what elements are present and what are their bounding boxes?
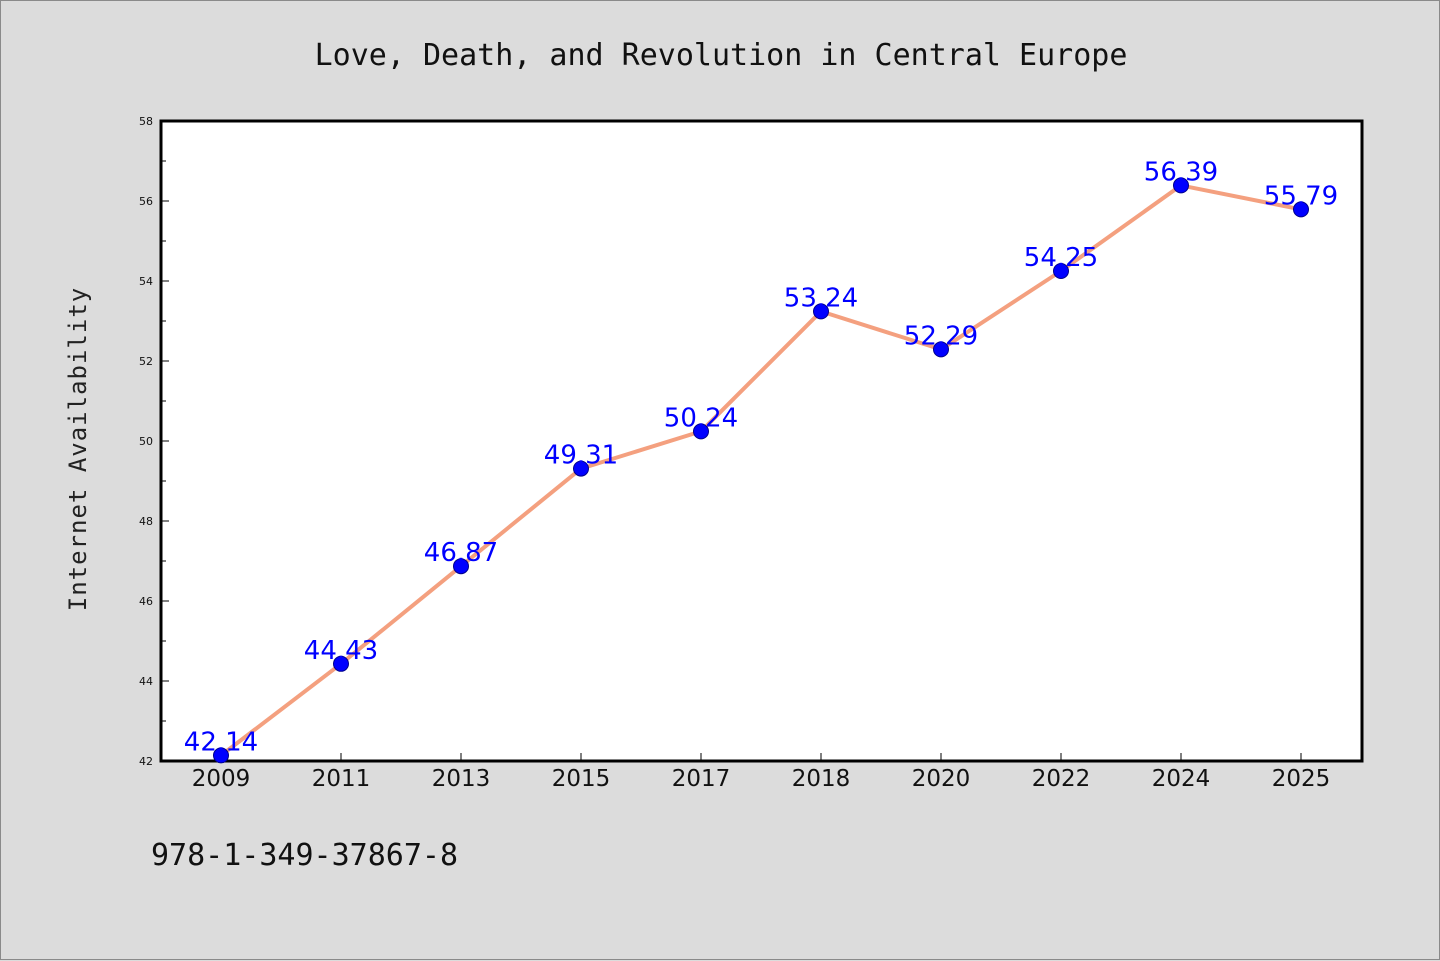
y-axis: 42 44 46 48 50 52 54 56 58 — [139, 115, 169, 768]
x-tick-label: 2025 — [1272, 766, 1331, 792]
y-tick-label: 42 — [139, 755, 153, 768]
y-tick-label: 52 — [139, 355, 153, 368]
data-point — [213, 747, 229, 764]
data-label: 50.24 — [664, 403, 738, 433]
data-label: 54.25 — [1024, 243, 1098, 273]
data-label: 46.87 — [424, 538, 498, 568]
x-tick-label: 2017 — [672, 766, 731, 792]
plot-area — [159, 119, 1364, 763]
data-point — [573, 460, 589, 477]
x-tick-label: 2011 — [312, 766, 371, 792]
y-tick-label: 58 — [139, 115, 153, 128]
data-label: 49.31 — [544, 441, 618, 471]
data-label: 52.29 — [904, 321, 978, 351]
x-tick-label: 2013 — [432, 766, 491, 792]
data-point — [1053, 263, 1069, 279]
data-point — [453, 558, 469, 575]
series-layer: 42.14 44.43 46.87 49.31 50.24 53.24 52.29 54.25… — [184, 157, 1338, 764]
series-line — [219, 183, 1303, 758]
data-point — [813, 303, 829, 320]
x-tick-label: 2024 — [1152, 766, 1211, 792]
data-point — [693, 423, 709, 440]
y-tick-label: 56 — [139, 195, 153, 208]
x-tick-label: 2022 — [1032, 766, 1091, 792]
x-tick-label: 2020 — [912, 766, 971, 792]
data-label: 55.79 — [1264, 181, 1338, 211]
y-tick-label: 46 — [139, 595, 153, 608]
data-label: 42.14 — [184, 727, 258, 757]
y-tick-label: 44 — [139, 675, 153, 688]
y-tick-label: 48 — [139, 515, 153, 528]
y-axis-label: Internet Availability — [64, 287, 92, 611]
x-tick-label: 2015 — [552, 766, 611, 792]
x-tick-label: 2018 — [792, 766, 851, 792]
data-label: 44.43 — [304, 636, 378, 666]
x-tick-label: 2009 — [192, 766, 251, 792]
data-label: 56.39 — [1144, 157, 1218, 187]
isbn-footer: 978-1-349-37867-8 — [151, 838, 458, 873]
y-tick-label: 54 — [139, 275, 153, 288]
data-label: 53.24 — [784, 283, 858, 313]
y-tick-label: 50 — [139, 435, 153, 448]
data-point — [933, 341, 949, 358]
chart-title: Love, Death, and Revolution in Central E… — [315, 38, 1128, 73]
x-axis: 2009 2011 2013 2015 2017 2018 2020 2022 2024 2025 — [192, 753, 1331, 792]
data-point — [333, 655, 349, 672]
data-point — [1173, 177, 1189, 194]
data-point — [1293, 201, 1309, 218]
